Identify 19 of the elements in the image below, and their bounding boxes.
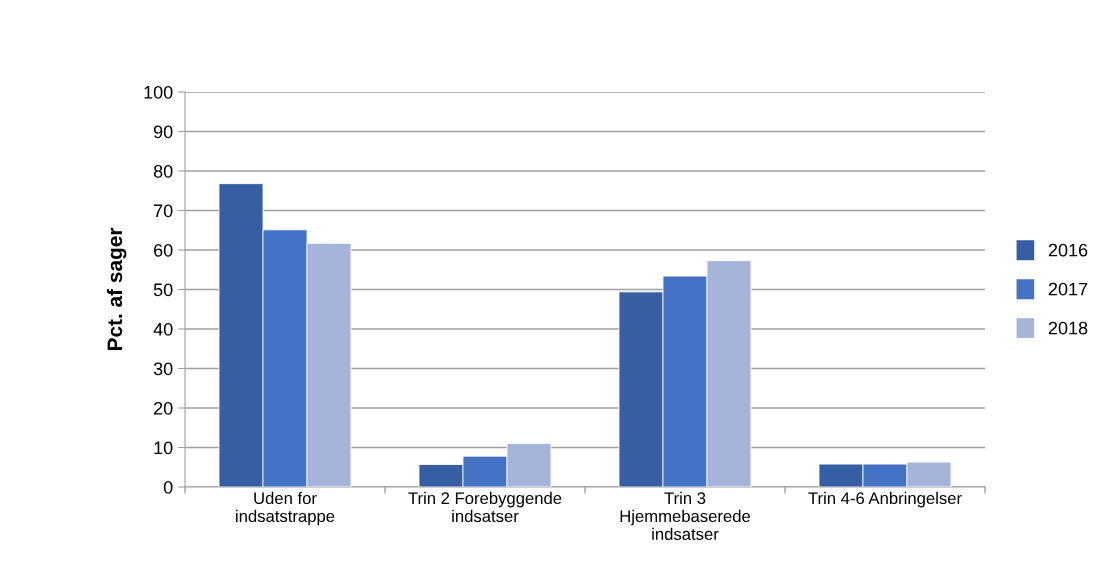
x-tick-label: Trin 2 Forebyggende indsatser [408, 491, 562, 523]
y-tick-label: 80 [153, 164, 173, 178]
y-tick-label: 30 [153, 362, 173, 376]
y-tick-label: 0 [163, 480, 173, 494]
y-tick-label: 40 [153, 322, 173, 336]
legend-label: 2016 [1048, 243, 1088, 257]
legend-label: 2017 [1048, 282, 1088, 296]
legend-label: 2018 [1048, 321, 1088, 335]
x-tick-label: Trin 4-6 Anbringelser [808, 491, 962, 508]
y-tick-label: 70 [154, 204, 173, 218]
y-tick-label: 90 [153, 125, 173, 139]
y-tick-label: 20 [154, 401, 173, 415]
y-tick-label: 60 [154, 243, 173, 257]
y-tick-label: 100 [144, 85, 173, 99]
y-axis-title: Pct. af sager [106, 227, 127, 351]
x-tick-label: Uden for indsatstrappe [236, 491, 335, 526]
x-tick-label: Trin 3 Hjemmebaserede indsatser [620, 491, 751, 541]
y-tick-label: 50 [153, 283, 173, 297]
y-tick-label: 10 [154, 441, 173, 455]
